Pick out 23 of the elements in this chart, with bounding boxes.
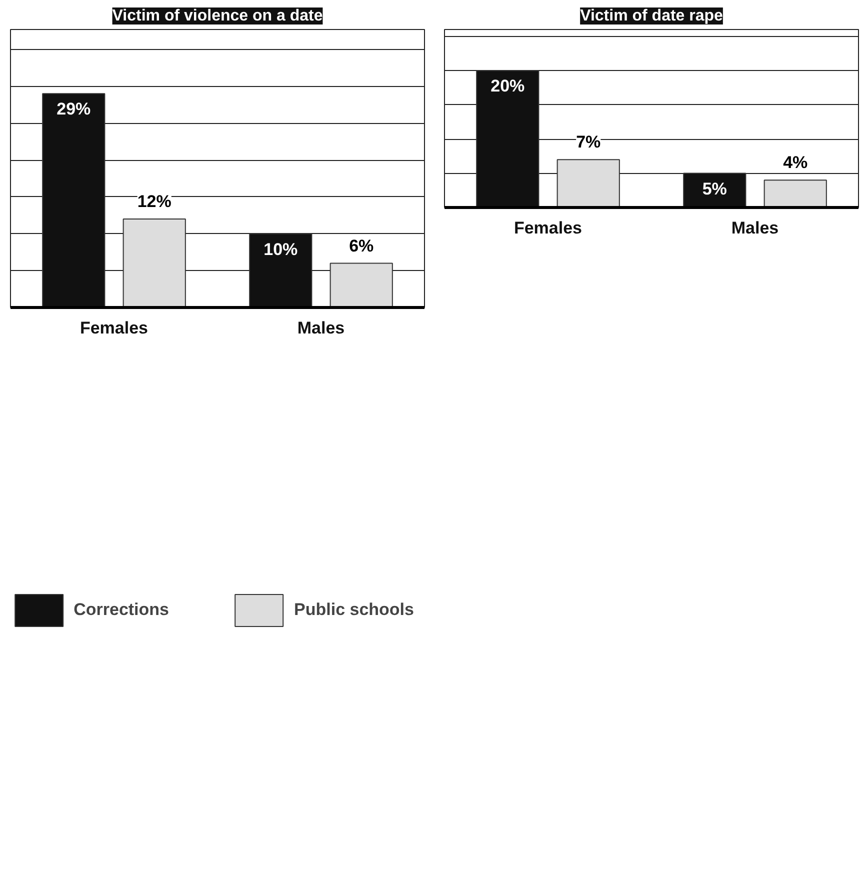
legend-label: Public schools [294,600,414,620]
data-label: 5% [702,179,727,198]
chart-title: Victim of date rape [580,8,724,24]
data-label: 7% [576,132,601,152]
x-tick-label: Females [514,218,582,238]
bar [249,233,312,308]
bar [556,159,620,208]
legend-label: Corrections [74,600,170,620]
x-tick-label: Females [80,318,148,338]
bar [122,218,186,308]
data-label: 29% [56,100,91,119]
bar [42,93,106,308]
x-tick-label: Males [297,318,345,338]
data-label: 10% [264,240,298,259]
data-label: 20% [490,76,525,96]
bar [764,180,827,208]
data-label: 12% [137,192,172,212]
data-label: 6% [349,236,374,256]
x-tick-label: Males [731,218,779,238]
data-label: 4% [783,153,808,172]
bar [330,262,393,308]
chart-title: Victim of violence on a date [112,8,323,24]
bar [476,70,540,208]
